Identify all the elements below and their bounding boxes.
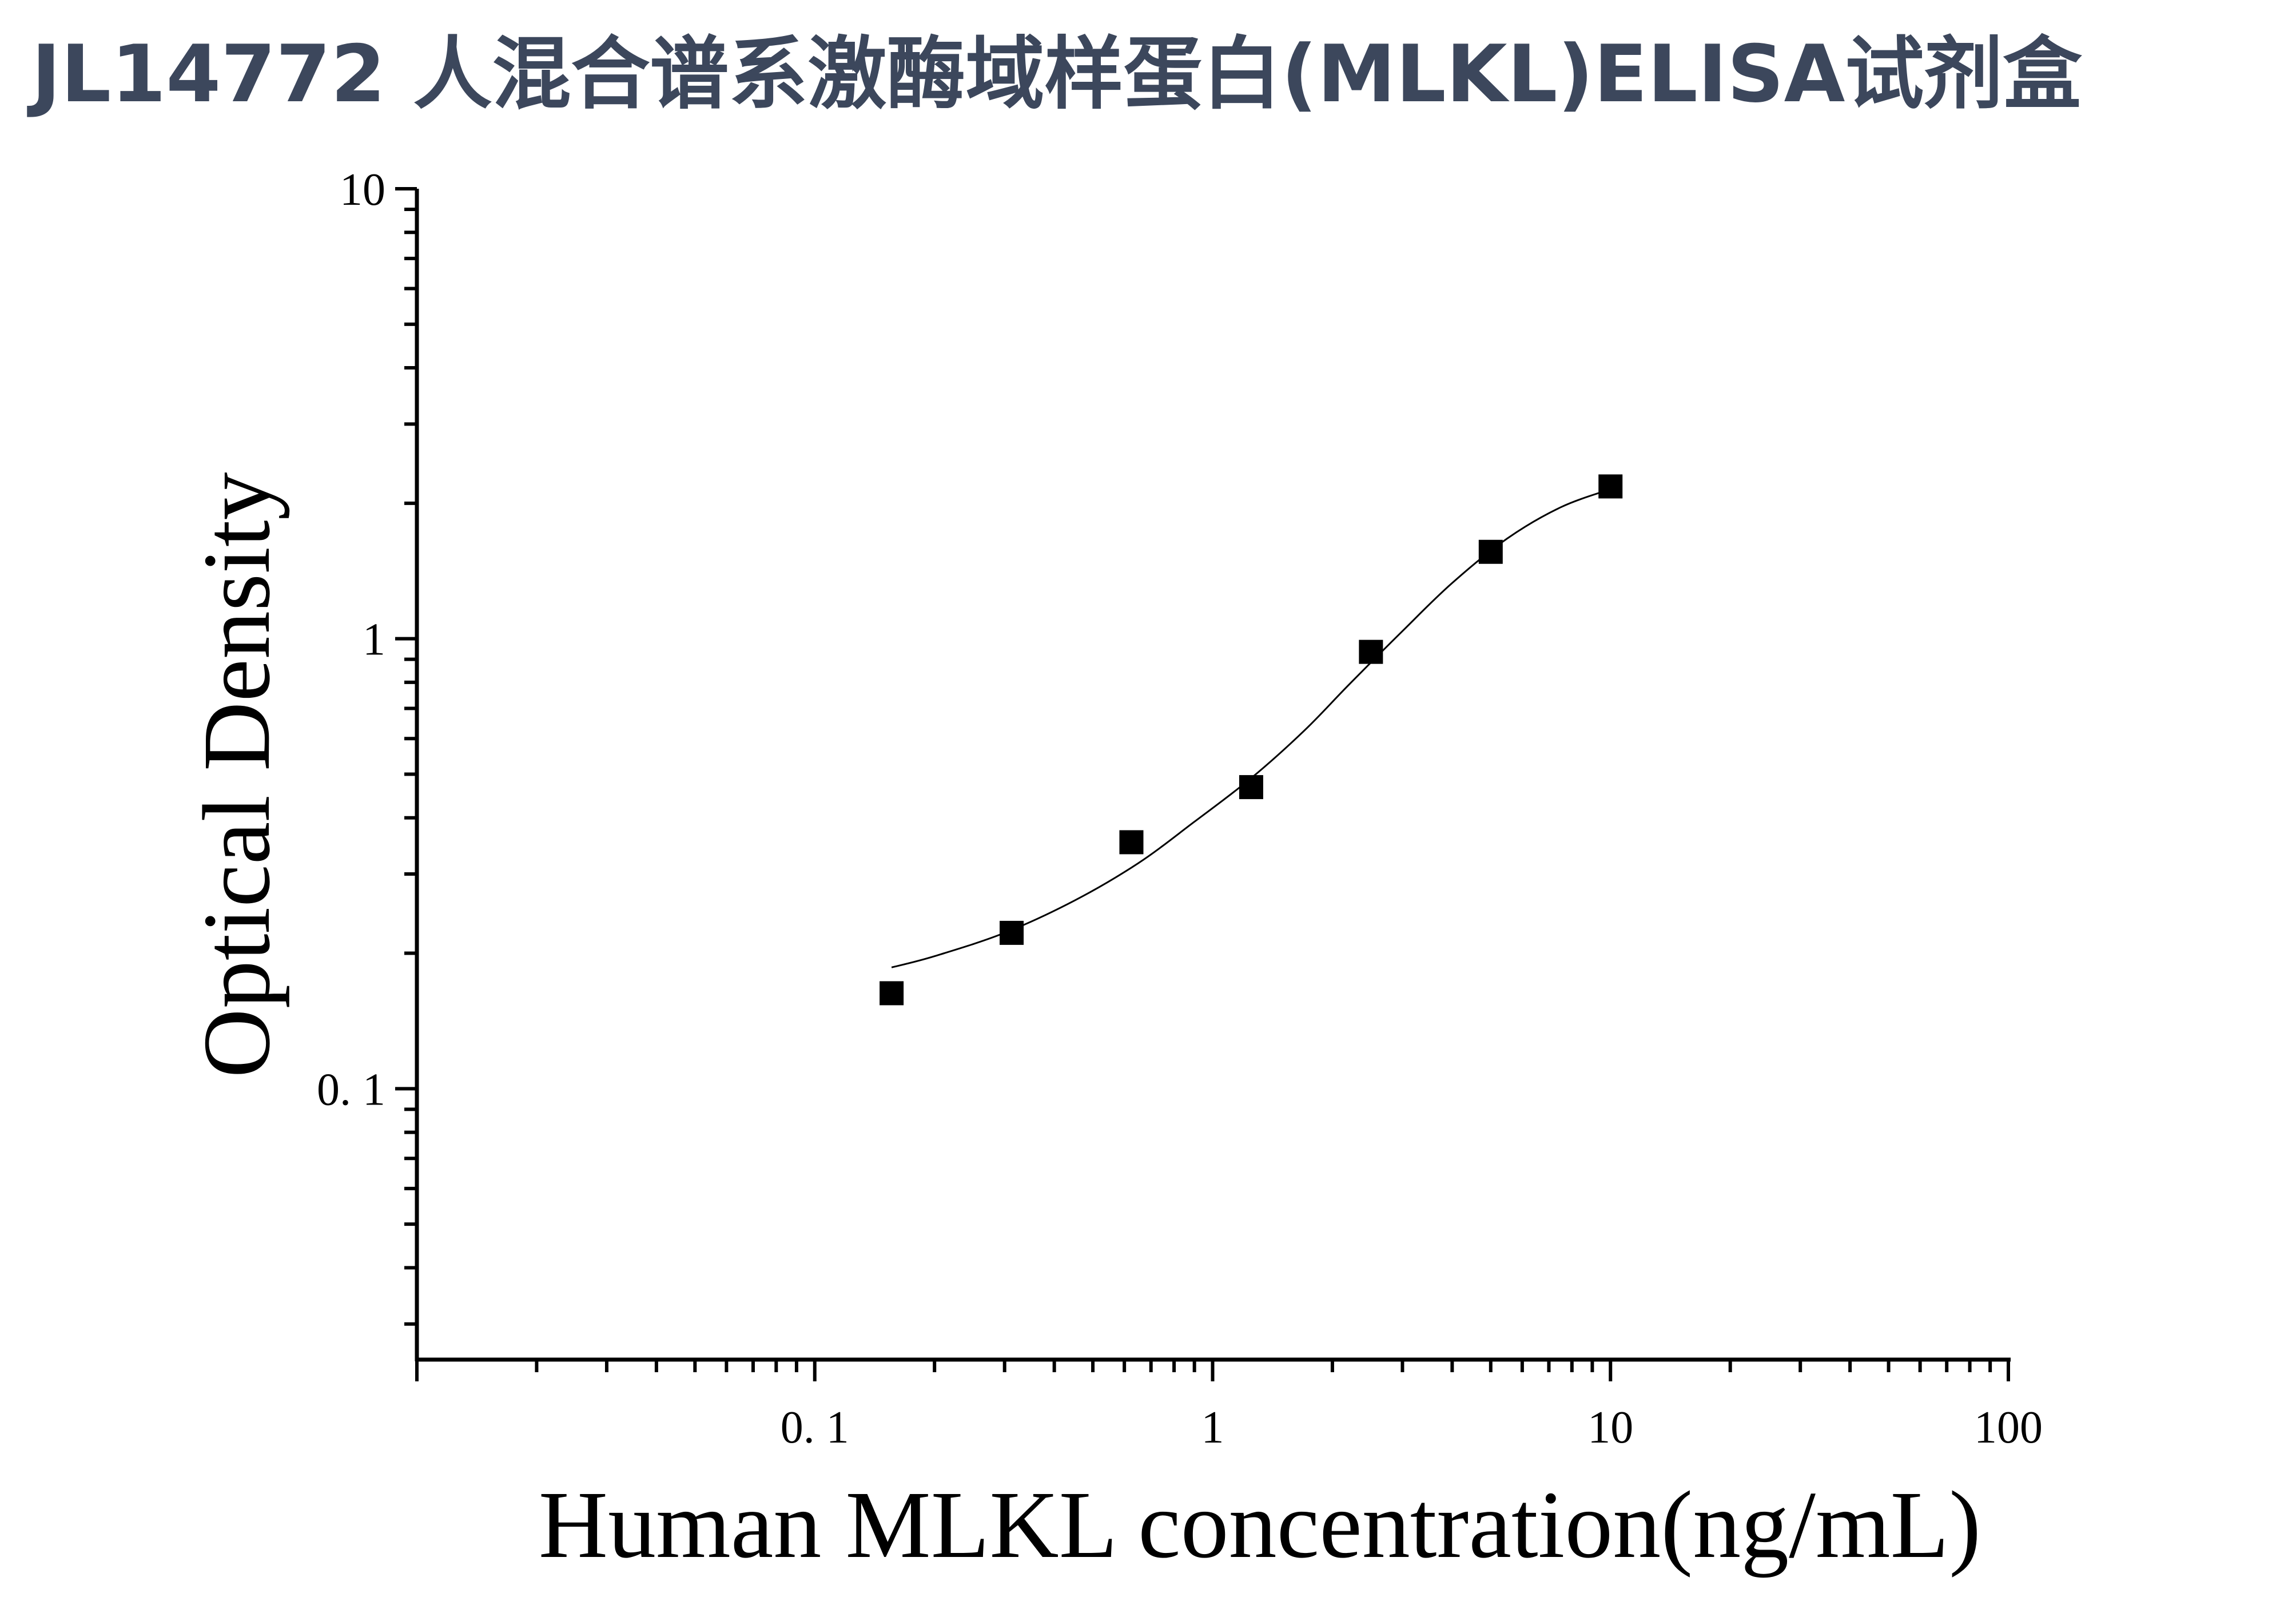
- x-tick-label: 0. 1: [781, 1403, 849, 1453]
- x-tick-label: 100: [1974, 1403, 2043, 1453]
- y-tick-label: 1: [363, 615, 385, 665]
- y-tick-label: 0. 1: [317, 1064, 385, 1115]
- page-title: JL14772 人混合谱系激酶域样蛋白(MLKL)ELISA试剂盒: [31, 28, 2082, 120]
- chart-axes: 0. 1 1 10 0. 1 1 10 100: [317, 165, 2043, 1453]
- x-axis-title: Human MLKL concentration(ng/mL): [539, 1472, 1981, 1578]
- data-point: [1119, 830, 1144, 855]
- data-point: [880, 981, 904, 1006]
- data-point: [1239, 775, 1263, 800]
- y-tick-label: 10: [340, 165, 385, 215]
- data-point: [1598, 474, 1623, 499]
- y-axis-title: Optical Density: [184, 472, 290, 1078]
- x-tick-label: 10: [1587, 1403, 1633, 1453]
- data-point: [1000, 920, 1024, 945]
- data-point: [1359, 639, 1383, 664]
- data-points-layer: [880, 474, 1623, 1006]
- x-tick-label: 1: [1201, 1403, 1224, 1453]
- data-point: [1478, 539, 1503, 564]
